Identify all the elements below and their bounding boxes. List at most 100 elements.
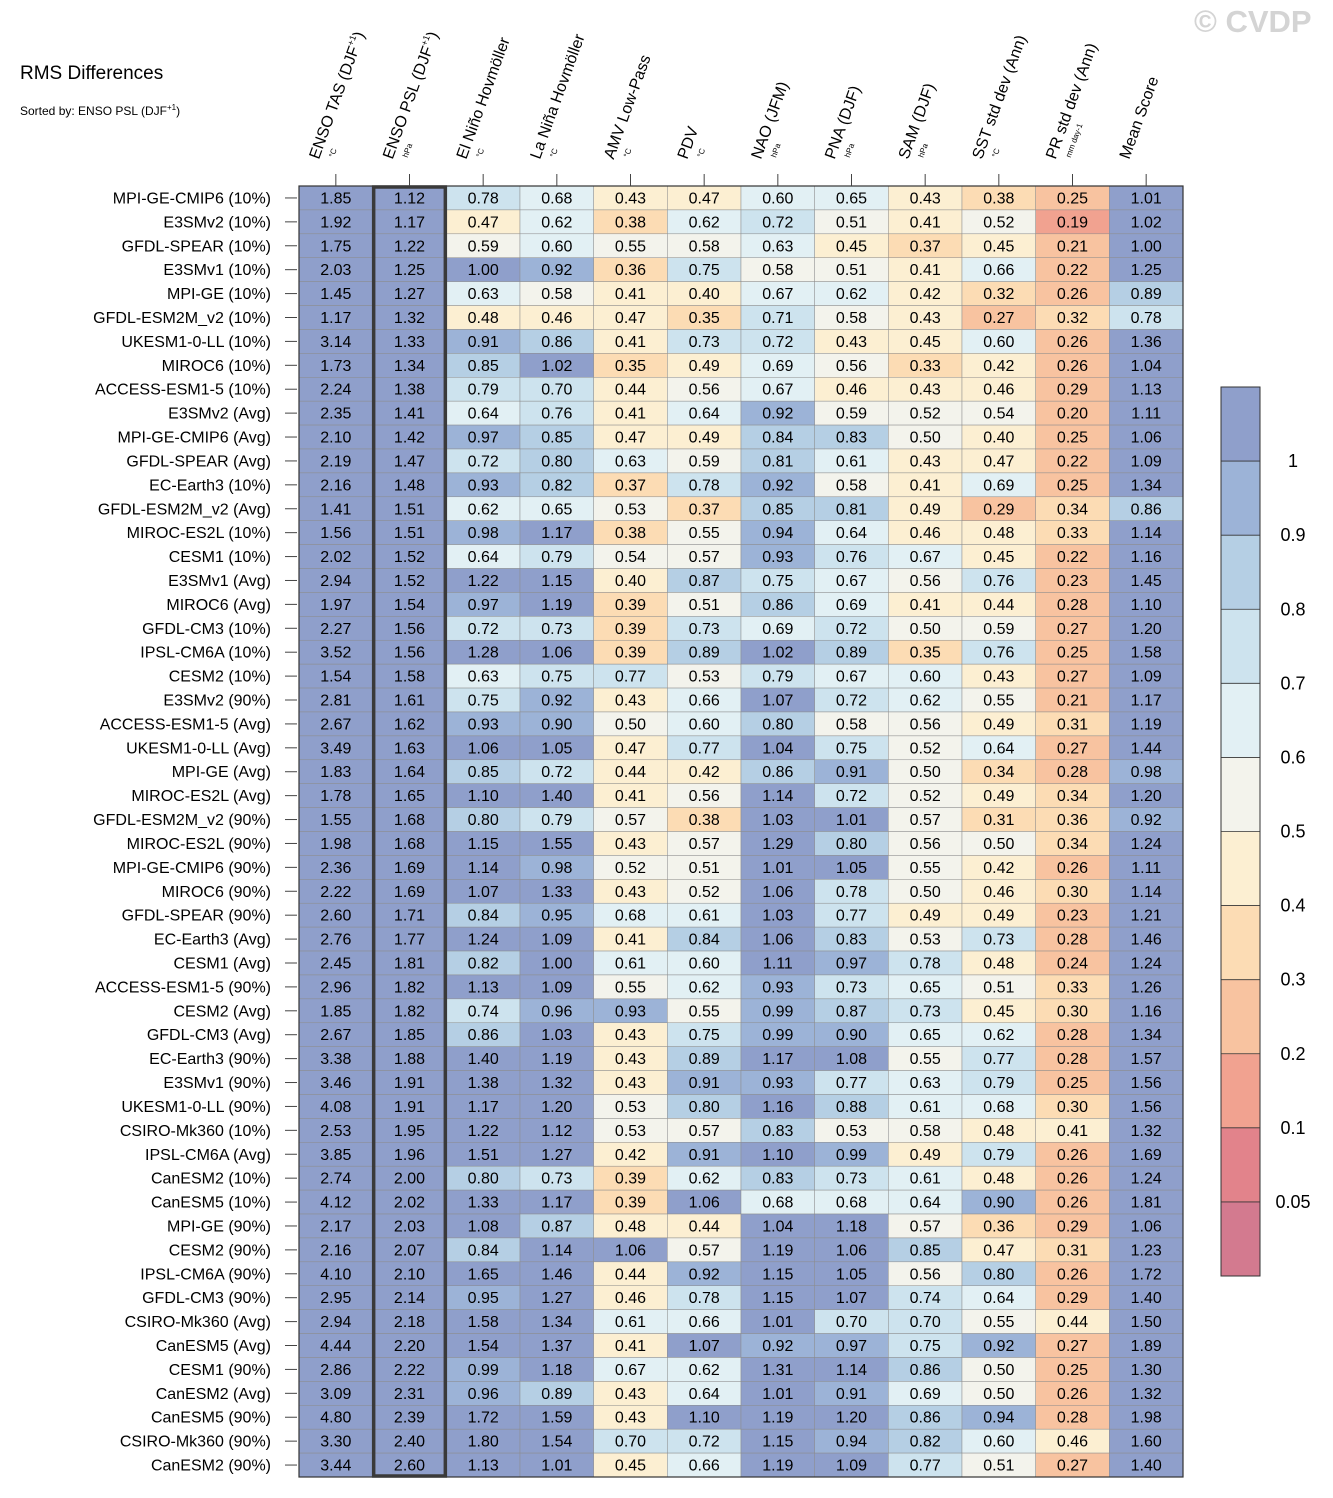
- cell-value: 0.63: [468, 286, 499, 303]
- cell-value: 0.77: [983, 1051, 1014, 1068]
- row-label: GFDL-CM3 (90%): [142, 1290, 271, 1307]
- cell-value: 1.85: [320, 190, 351, 207]
- cell-value: 2.27: [320, 621, 351, 638]
- cell-value: 0.33: [1057, 525, 1088, 542]
- cell-value: 0.73: [910, 1003, 941, 1020]
- cell-value: 0.28: [1057, 932, 1088, 949]
- cell-value: 0.75: [689, 262, 720, 279]
- cell-value: 0.95: [541, 908, 572, 925]
- colorbar-segment: [1221, 683, 1260, 758]
- cell-value: 1.24: [1131, 1171, 1162, 1188]
- cell-value: 0.48: [468, 310, 499, 327]
- cell-value: 0.81: [762, 453, 793, 470]
- cell-value: 0.49: [910, 908, 941, 925]
- cell-value: 1.62: [394, 716, 425, 733]
- cell-value: 0.68: [762, 1195, 793, 1212]
- cell-value: 0.87: [541, 1218, 572, 1235]
- cell-value: 1.69: [394, 884, 425, 901]
- cell-value: 0.62: [541, 214, 572, 231]
- cell-value: 0.75: [910, 1338, 941, 1355]
- cell-value: 1.13: [468, 979, 499, 996]
- column-header: ENSO TAS (DJF+1): [305, 29, 369, 162]
- cell-value: 0.51: [836, 214, 867, 231]
- cell-value: 0.82: [541, 477, 572, 494]
- cell-value: 0.82: [910, 1434, 941, 1451]
- row-label: MPI-GE (Avg): [172, 764, 271, 781]
- cell-value: 1.50: [1131, 1314, 1162, 1331]
- cell-value: 0.27: [1057, 1458, 1088, 1475]
- cell-value: 0.60: [541, 238, 572, 255]
- cell-value: 0.40: [983, 430, 1014, 447]
- cell-value: 1.09: [541, 979, 572, 996]
- row-label: GFDL-SPEAR (90%): [122, 908, 271, 925]
- cell-value: 0.46: [836, 382, 867, 399]
- cell-value: 0.47: [615, 310, 646, 327]
- cell-value: 0.80: [541, 453, 572, 470]
- cell-value: 0.84: [468, 1242, 499, 1259]
- cell-value: 0.59: [983, 621, 1014, 638]
- cell-value: 0.77: [615, 669, 646, 686]
- cell-value: 0.57: [910, 1218, 941, 1235]
- row-label: MPI-GE-CMIP6 (Avg): [118, 430, 272, 447]
- cell-value: 0.21: [1057, 693, 1088, 710]
- cell-value: 0.69: [762, 358, 793, 375]
- cell-value: 0.68: [541, 190, 572, 207]
- cell-value: 2.76: [320, 932, 351, 949]
- cell-value: 0.64: [689, 1386, 720, 1403]
- cell-value: 2.53: [320, 1123, 351, 1140]
- cell-value: 0.86: [1131, 501, 1162, 518]
- watermark: © CVDP: [1194, 4, 1312, 39]
- cell-value: 0.99: [762, 1027, 793, 1044]
- cell-value: 0.92: [541, 693, 572, 710]
- cell-value: 0.42: [910, 286, 941, 303]
- cell-value: 0.61: [615, 955, 646, 972]
- cell-value: 0.75: [762, 573, 793, 590]
- colorbar-tick-label: 0.1: [1280, 1118, 1305, 1138]
- cell-value: 0.29: [1057, 382, 1088, 399]
- cell-value: 1.07: [836, 1290, 867, 1307]
- cell-value: 0.79: [983, 1075, 1014, 1092]
- cell-value: 0.75: [689, 1027, 720, 1044]
- cell-value: 1.52: [394, 549, 425, 566]
- cell-value: 0.27: [1057, 621, 1088, 638]
- cell-value: 1.14: [468, 860, 499, 877]
- cell-value: 1.78: [320, 788, 351, 805]
- row-label: IPSL-CM6A (Avg): [145, 1147, 271, 1164]
- cell-value: 0.34: [983, 764, 1014, 781]
- cell-value: 0.43: [910, 453, 941, 470]
- cell-value: 0.74: [910, 1290, 941, 1307]
- cell-value: 1.65: [468, 1266, 499, 1283]
- cell-value: 0.89: [1131, 286, 1162, 303]
- cell-value: 0.70: [836, 1314, 867, 1331]
- cell-value: 1.40: [1131, 1458, 1162, 1475]
- row-label: CESM1 (90%): [169, 1362, 271, 1379]
- cell-value: 1.10: [689, 1410, 720, 1427]
- cell-value: 0.53: [910, 932, 941, 949]
- cell-value: 0.29: [983, 501, 1014, 518]
- cell-value: 0.76: [983, 573, 1014, 590]
- cell-value: 0.49: [689, 358, 720, 375]
- cell-value: 0.25: [1057, 645, 1088, 662]
- cell-value: 1.27: [541, 1147, 572, 1164]
- cell-value: 2.07: [394, 1242, 425, 1259]
- cell-value: 0.55: [910, 860, 941, 877]
- cell-value: 0.26: [1057, 1171, 1088, 1188]
- cell-value: 0.46: [983, 382, 1014, 399]
- cell-value: 0.49: [983, 908, 1014, 925]
- cell-value: 0.50: [983, 1386, 1014, 1403]
- cell-value: 1.85: [320, 1003, 351, 1020]
- cell-value: 0.56: [836, 358, 867, 375]
- cell-value: 1.40: [468, 1051, 499, 1068]
- cell-value: 0.45: [615, 1458, 646, 1475]
- cell-value: 0.66: [689, 1458, 720, 1475]
- row-label: EC-Earth3 (Avg): [154, 932, 271, 949]
- cell-value: 0.72: [541, 764, 572, 781]
- row-label: GFDL-CM3 (10%): [142, 621, 271, 638]
- row-label: CSIRO-Mk360 (10%): [120, 1123, 271, 1140]
- row-label: CESM2 (90%): [169, 1242, 271, 1259]
- cell-value: 0.22: [1057, 262, 1088, 279]
- cell-value: 1.08: [468, 1218, 499, 1235]
- cell-value: 1.65: [394, 788, 425, 805]
- cell-value: 0.45: [983, 238, 1014, 255]
- cell-value: 0.55: [983, 1314, 1014, 1331]
